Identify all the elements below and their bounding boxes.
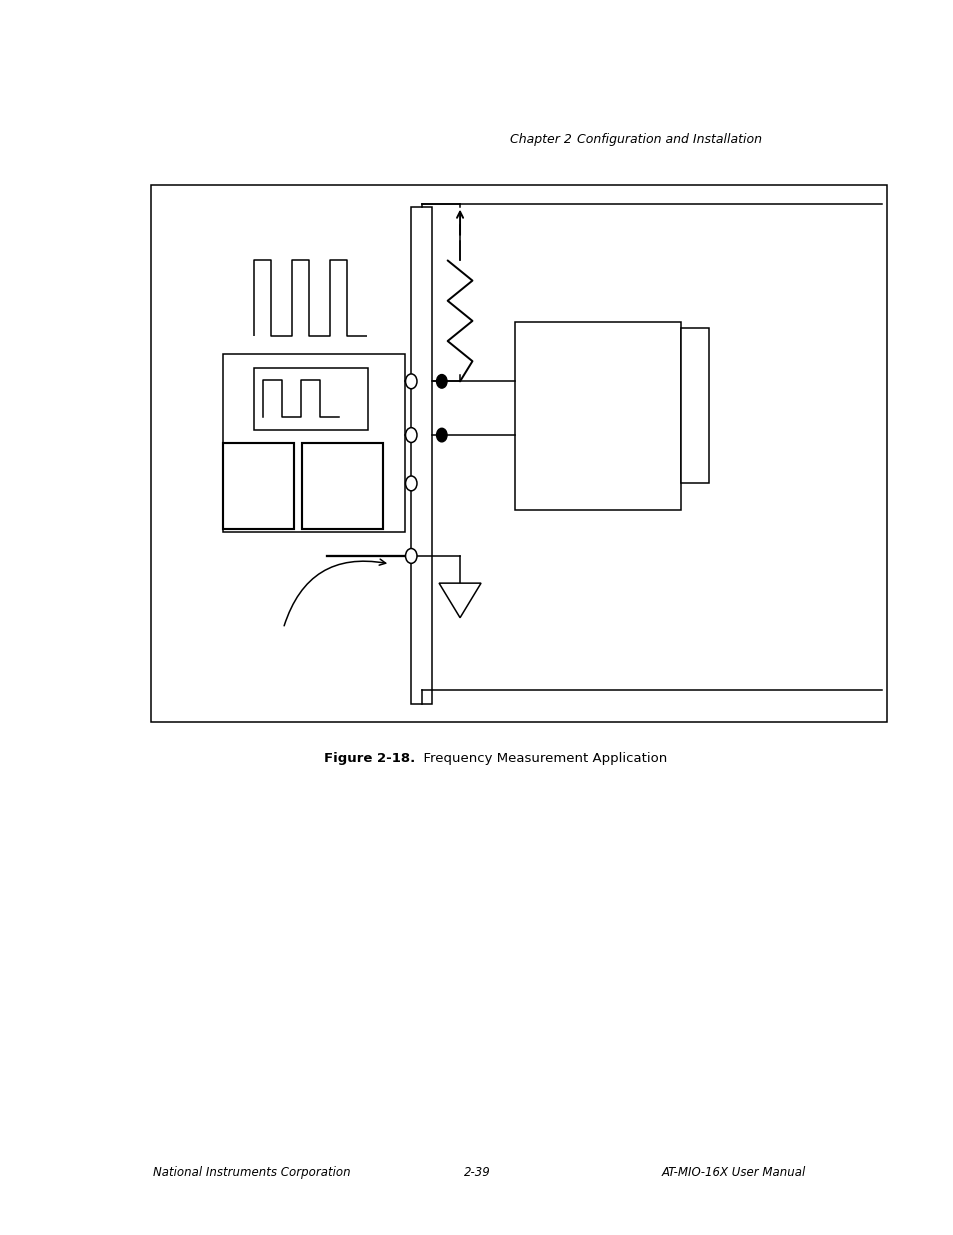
Circle shape [436, 429, 447, 442]
Circle shape [405, 374, 416, 389]
Text: Configuration and Installation: Configuration and Installation [577, 133, 761, 146]
Bar [151, 185, 886, 722]
Text: AT-MIO-16X User Manual: AT-MIO-16X User Manual [661, 1166, 805, 1178]
Bar [680, 327, 708, 483]
Polygon shape [438, 583, 480, 618]
Text: Figure 2-18.: Figure 2-18. [323, 752, 415, 764]
Text: 2-39: 2-39 [463, 1166, 490, 1178]
Text: Frequency Measurement Application: Frequency Measurement Application [415, 752, 666, 764]
Text: Chapter 2: Chapter 2 [510, 133, 572, 146]
Circle shape [405, 548, 416, 563]
Bar [253, 368, 368, 430]
Circle shape [436, 374, 447, 388]
Bar [301, 443, 382, 529]
Bar [223, 354, 404, 532]
Bar [411, 206, 432, 704]
Circle shape [405, 475, 416, 490]
Text: National Instruments Corporation: National Instruments Corporation [152, 1166, 350, 1178]
Circle shape [405, 427, 416, 442]
Bar [515, 322, 680, 510]
Bar [223, 443, 294, 529]
